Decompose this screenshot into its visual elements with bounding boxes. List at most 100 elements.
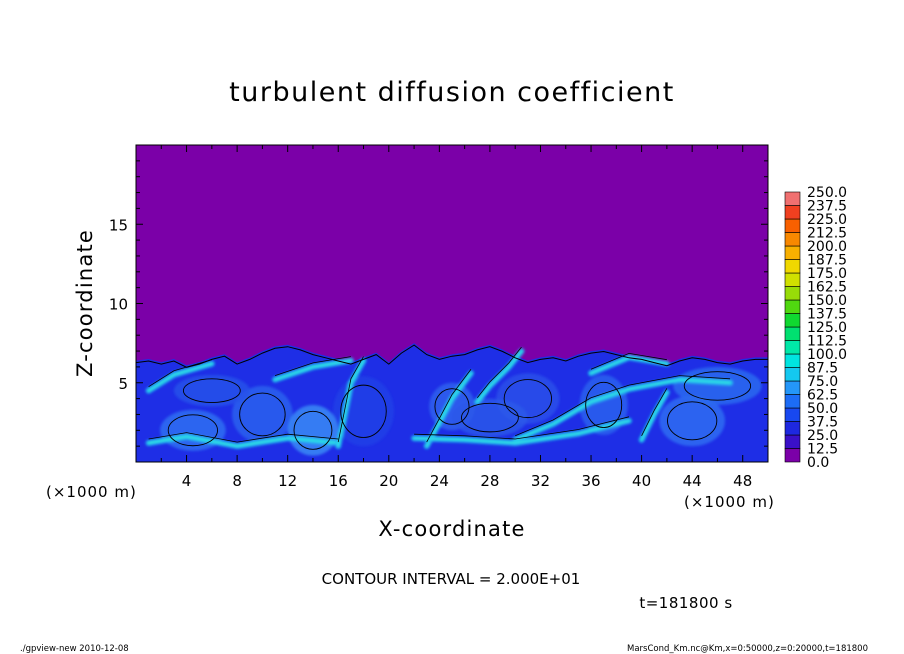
peak-diffusion-core [640, 391, 668, 441]
footer-right: MarsCond_Km.nc@Km,x=0:50000,z=0:20000,t=… [627, 644, 868, 654]
contour-line [426, 368, 472, 443]
colorbar-label: 162.5 [807, 280, 847, 296]
contour-line [476, 346, 522, 399]
x-axis: 4 8 12 16 20 24 28 32 36 40 44 48 [160, 145, 752, 490]
contour-line [515, 375, 731, 437]
peak-diffusion-core [514, 378, 732, 441]
colorbar-swatch [784, 245, 801, 260]
y-tick-label: 15 [109, 216, 128, 234]
peak-diffusion-core [476, 350, 523, 403]
x-tick-label: 44 [683, 472, 702, 490]
contour-line [683, 371, 752, 401]
colorbar-label: 0.0 [807, 455, 829, 471]
colorbar-swatch [784, 232, 801, 247]
contour-line [461, 402, 519, 433]
colorbar-swatch [784, 340, 801, 355]
colorbar-swatch [784, 394, 801, 409]
contour-line [585, 381, 623, 428]
colorbar-swatch [784, 218, 801, 233]
peak-diffusion-core [413, 419, 630, 444]
colorbar-label: 212.5 [807, 226, 847, 242]
colorbar-swatch [784, 299, 801, 314]
time-label: t=181800 s [639, 594, 732, 612]
colorbar-label: 175.0 [807, 266, 847, 282]
turbulent-eddy [232, 385, 293, 443]
colorbar-swatch [784, 407, 801, 422]
contour-line [239, 392, 286, 437]
contour-line [293, 410, 333, 450]
contour-line [590, 352, 667, 370]
colorbar-swatch [784, 367, 801, 382]
y-axis-label: Z-coordinate [73, 229, 97, 377]
x-tick-label: 24 [430, 472, 449, 490]
y-tick-label: 5 [118, 375, 128, 393]
turbulent-eddy [659, 395, 726, 447]
contour-line [414, 416, 630, 440]
x-unit-label-right: (×1000 m) [684, 493, 775, 511]
y-axis: 5 10 15 [109, 160, 768, 447]
peak-diffusion-core [147, 435, 340, 448]
contour-line [337, 356, 364, 443]
colorbar-label: 225.0 [807, 212, 847, 228]
x-tick-label: 12 [278, 472, 297, 490]
peak-diffusion-core [337, 359, 365, 448]
x-tick-label: 16 [329, 472, 348, 490]
colorbar-label: 100.0 [807, 347, 847, 363]
peak-diffusion-core [425, 372, 472, 448]
colorbar-label: 200.0 [807, 239, 847, 255]
x-tick-label: 4 [182, 472, 192, 490]
contour-line [434, 388, 470, 425]
chart-title: turbulent diffusion coefficient [229, 77, 675, 108]
colorbar-swatch [784, 191, 801, 206]
turbulent-eddy [287, 404, 339, 456]
turbulent-eddy [173, 374, 250, 407]
x-tick-label: 32 [531, 472, 550, 490]
colorbar-swatch [784, 380, 801, 395]
colorbar-label: 250.0 [807, 185, 847, 201]
colorbar-label: 62.5 [807, 388, 838, 404]
colorbar-label: 50.0 [807, 401, 838, 417]
x-tick-label: 36 [581, 472, 600, 490]
contour-line [340, 384, 387, 438]
colorbar-swatch [784, 421, 801, 436]
colorbar-label: 37.5 [807, 415, 838, 431]
x-tick-label: 28 [480, 472, 499, 490]
peak-diffusion-core [274, 359, 352, 381]
colorbar-label: 125.0 [807, 320, 847, 336]
colorbar-label: 87.5 [807, 361, 838, 377]
colorbar-swatch [784, 286, 801, 301]
x-unit-label-left: (×1000 m) [46, 483, 137, 501]
contour-line [148, 359, 212, 388]
contour-line [136, 344, 768, 368]
x-tick-label: 20 [379, 472, 398, 490]
colorbar-label: 150.0 [807, 293, 847, 309]
colorbar-swatch [784, 205, 801, 220]
colorbar-label: 137.5 [807, 307, 847, 323]
colorbar-label: 75.0 [807, 374, 838, 390]
x-tick-label: 8 [232, 472, 242, 490]
x-tick-label: 40 [632, 472, 651, 490]
colorbar-swatch [784, 353, 801, 368]
turbulent-eddy [452, 398, 528, 437]
colorbar-swatch [784, 448, 801, 463]
colorbar-swatch [784, 434, 801, 449]
contour-line [274, 356, 351, 376]
contour-line [667, 401, 718, 441]
colorbar-swatch [784, 326, 801, 341]
contour-line [182, 378, 241, 404]
colorbar-swatch [784, 272, 801, 287]
colorbar-label: 187.5 [807, 253, 847, 269]
contour-line [503, 379, 552, 419]
contour-line [148, 432, 339, 443]
colorbar-label: 12.5 [807, 442, 838, 458]
footer-left: ./gpview-new 2010-12-08 [20, 644, 129, 654]
colorbar-swatch [784, 313, 801, 328]
turbulent-eddy [673, 366, 762, 405]
colorbar-label: 25.0 [807, 428, 838, 444]
colorbar-swatch [784, 259, 801, 274]
contour-lines [136, 344, 768, 450]
colorbar-label: 112.5 [807, 334, 847, 350]
contour-line [641, 388, 668, 436]
